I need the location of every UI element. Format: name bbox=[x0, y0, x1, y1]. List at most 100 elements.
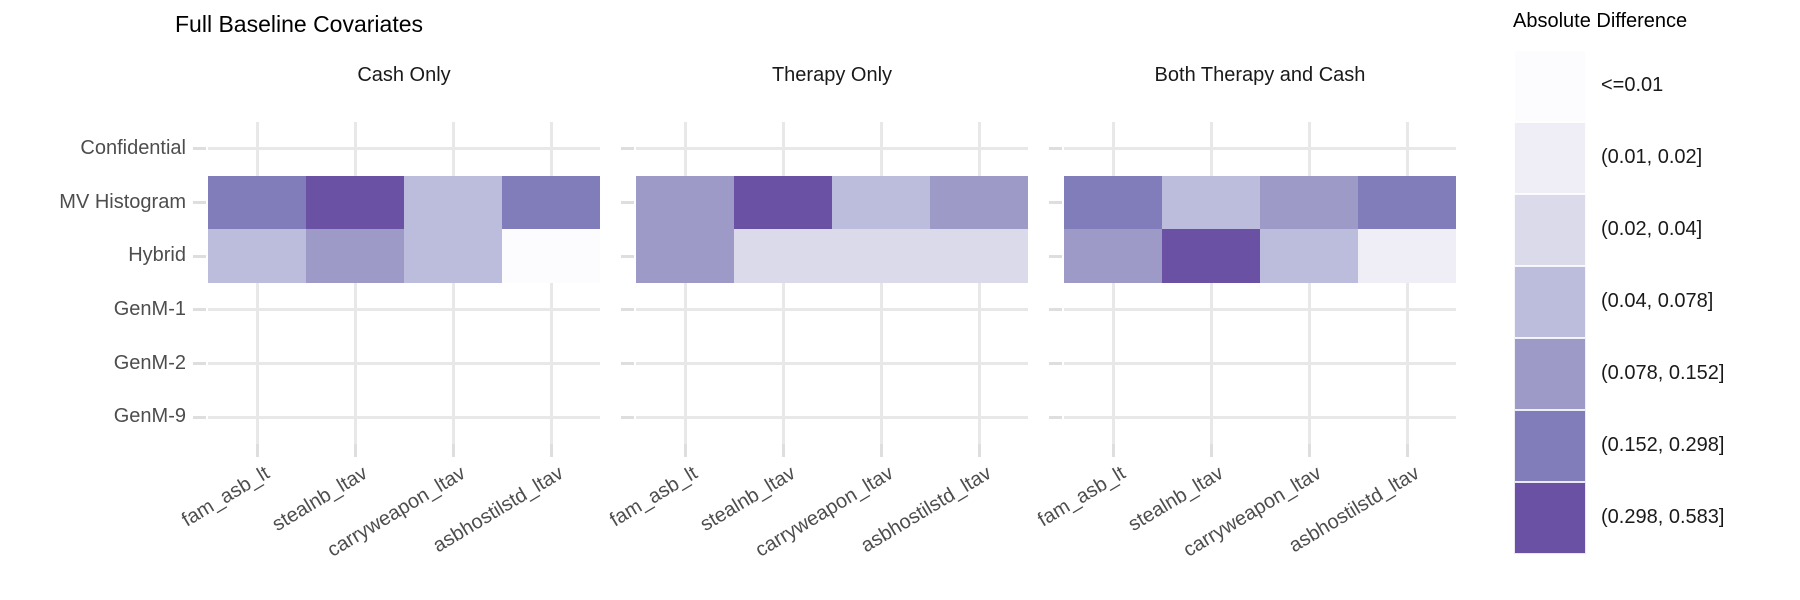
gridline-horizontal bbox=[208, 415, 600, 419]
y-axis-label: GenM-2 bbox=[113, 351, 186, 374]
y-axis-tick bbox=[1049, 308, 1062, 312]
y-axis-tick bbox=[193, 254, 206, 258]
legend-bin-label: (0.04, 0.078] bbox=[1601, 290, 1714, 312]
x-axis-label: fam_asb_lt bbox=[178, 462, 274, 532]
facet-strip: Cash Only bbox=[357, 64, 451, 86]
x-axis-tick bbox=[255, 444, 259, 457]
gridline-vertical bbox=[353, 122, 357, 444]
y-axis-tick bbox=[621, 201, 634, 204]
y-axis-tick bbox=[193, 201, 206, 204]
y-axis-label: GenM-9 bbox=[113, 405, 186, 428]
heatmap-cell bbox=[404, 229, 502, 283]
heatmap-cell bbox=[404, 175, 502, 230]
x-axis-tick bbox=[683, 444, 687, 457]
y-axis-label: GenM-1 bbox=[113, 297, 186, 320]
y-axis-tick bbox=[1049, 362, 1062, 365]
gridline-vertical bbox=[255, 122, 259, 444]
heatmap-cell bbox=[636, 175, 734, 230]
gridline-horizontal bbox=[1064, 147, 1456, 151]
heatmap-cell bbox=[1260, 175, 1358, 230]
legend-bin-label: (0.078, 0.152] bbox=[1601, 362, 1725, 384]
y-axis-tick bbox=[193, 362, 206, 365]
y-axis-tick bbox=[1049, 254, 1062, 258]
gridline-horizontal bbox=[1064, 415, 1456, 419]
gridline-vertical bbox=[1405, 122, 1409, 444]
heatmap-cell bbox=[208, 175, 306, 230]
facet-panel bbox=[208, 122, 600, 444]
gridline-horizontal bbox=[1064, 362, 1456, 365]
heatmap-cell bbox=[1064, 175, 1162, 230]
y-axis-label: Hybrid bbox=[128, 244, 186, 267]
gridline-vertical bbox=[683, 122, 687, 444]
y-axis-tick bbox=[621, 254, 634, 258]
heatmap-cell bbox=[1358, 229, 1456, 283]
legend-swatch bbox=[1514, 266, 1586, 338]
gridline-vertical bbox=[781, 122, 785, 444]
facet-panel bbox=[636, 122, 1028, 444]
facet-panel bbox=[1064, 122, 1456, 444]
gridline-vertical bbox=[1307, 122, 1311, 444]
gridline-vertical bbox=[451, 122, 455, 444]
gridline-vertical bbox=[1111, 122, 1115, 444]
y-axis-tick bbox=[621, 308, 634, 312]
gridline-horizontal bbox=[636, 147, 1028, 151]
x-axis-tick bbox=[451, 444, 455, 457]
gridline-horizontal bbox=[636, 362, 1028, 365]
heatmap-cell bbox=[502, 175, 600, 230]
x-axis-label: fam_asb_lt bbox=[606, 462, 702, 532]
heatmap-cell bbox=[832, 229, 930, 283]
y-axis-tick bbox=[1049, 201, 1062, 204]
heatmap-cell bbox=[502, 229, 600, 283]
x-axis-tick bbox=[549, 444, 553, 457]
legend-bin-label: (0.152, 0.298] bbox=[1601, 434, 1725, 456]
x-axis-tick bbox=[1111, 444, 1115, 457]
legend-swatch bbox=[1514, 482, 1586, 554]
gridline-vertical bbox=[879, 122, 883, 444]
facet-strip: Both Therapy and Cash bbox=[1154, 64, 1366, 86]
y-axis-tick bbox=[621, 415, 634, 419]
x-axis-tick bbox=[353, 444, 357, 457]
x-axis-tick bbox=[977, 444, 981, 457]
y-axis-label: MV Histogram bbox=[59, 190, 186, 213]
x-axis-tick bbox=[1405, 444, 1409, 457]
legend-swatch bbox=[1514, 410, 1586, 482]
heatmap-cell bbox=[306, 175, 404, 230]
gridline-vertical bbox=[977, 122, 981, 444]
legend-swatch bbox=[1514, 338, 1586, 410]
heatmap-cell bbox=[1162, 175, 1260, 230]
heatmap-cell bbox=[734, 229, 832, 283]
gridline-vertical bbox=[549, 122, 553, 444]
heatmap-cell bbox=[208, 229, 306, 283]
plot-title: Full Baseline Covariates bbox=[175, 11, 424, 37]
legend-bin-label: (0.02, 0.04] bbox=[1601, 218, 1703, 240]
gridline-horizontal bbox=[208, 308, 600, 312]
legend-bin-label: (0.298, 0.583] bbox=[1601, 506, 1725, 528]
heatmap-cell bbox=[1358, 175, 1456, 230]
heatmap-cell bbox=[1260, 229, 1358, 283]
y-axis-tick bbox=[193, 415, 206, 419]
heatmap-cell bbox=[832, 175, 930, 230]
gridline-horizontal bbox=[208, 362, 600, 365]
legend-bin-label: <=0.01 bbox=[1601, 74, 1664, 96]
y-axis-tick bbox=[1049, 415, 1062, 419]
legend-swatch bbox=[1514, 122, 1586, 194]
legend-swatch bbox=[1514, 50, 1586, 122]
gridline-horizontal bbox=[636, 308, 1028, 312]
x-axis-tick bbox=[1307, 444, 1311, 457]
heatmap-cell bbox=[734, 175, 832, 230]
gridline-vertical bbox=[1209, 122, 1213, 444]
y-axis-tick bbox=[1049, 147, 1062, 151]
heatmap-cell bbox=[636, 229, 734, 283]
legend-swatch bbox=[1514, 194, 1586, 266]
gridline-horizontal bbox=[208, 147, 600, 151]
heatmap-cell bbox=[306, 229, 404, 283]
gridline-horizontal bbox=[636, 415, 1028, 419]
x-axis-tick bbox=[1209, 444, 1213, 457]
heatmap-cell bbox=[930, 229, 1028, 283]
heatmap-cell bbox=[930, 175, 1028, 230]
x-axis-label: fam_asb_lt bbox=[1034, 462, 1130, 532]
y-axis-tick bbox=[193, 308, 206, 312]
y-axis-tick bbox=[621, 147, 634, 151]
x-axis-tick bbox=[781, 444, 785, 457]
